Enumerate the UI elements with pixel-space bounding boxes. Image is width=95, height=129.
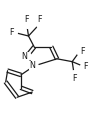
Text: N: N <box>29 61 35 70</box>
Text: N: N <box>22 52 28 61</box>
Text: F: F <box>38 15 42 24</box>
Text: F: F <box>9 28 13 37</box>
Text: F: F <box>84 62 88 71</box>
Text: F: F <box>80 47 84 56</box>
Text: F: F <box>24 15 29 24</box>
Text: F: F <box>72 74 76 83</box>
